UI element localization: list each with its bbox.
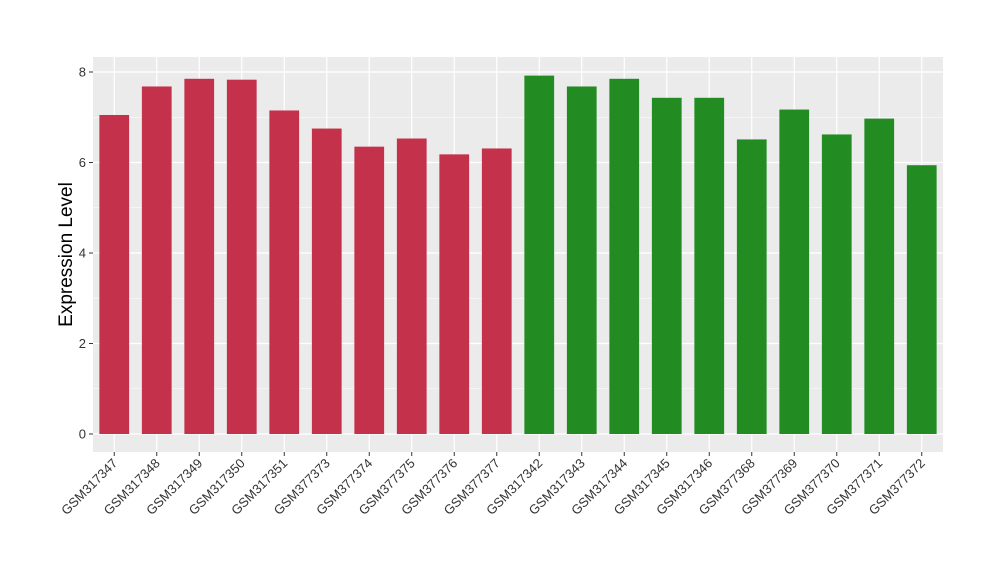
- bar-GSM377372: [906, 165, 937, 434]
- bar-GSM377370: [821, 134, 852, 434]
- y-tick-label: 8: [79, 65, 86, 80]
- y-tick-label: 6: [79, 155, 86, 170]
- bar-GSM317345: [651, 97, 682, 434]
- bar-GSM377371: [864, 118, 895, 435]
- bar-GSM317347: [99, 114, 130, 435]
- y-tick-label: 4: [79, 246, 86, 261]
- bar-GSM317350: [226, 79, 257, 434]
- bar-GSM377374: [354, 146, 385, 434]
- y-axis: 0 2 4 6 8: [79, 65, 93, 442]
- bar-GSM317344: [609, 78, 640, 434]
- bar-GSM317349: [184, 78, 215, 434]
- y-axis-title: Expression Level: [56, 182, 77, 327]
- bar-GSM377376: [439, 154, 470, 435]
- bar-GSM317342: [524, 75, 555, 435]
- bar-GSM317348: [141, 86, 172, 434]
- bars: [99, 75, 937, 435]
- y-tick-label: 0: [79, 427, 86, 442]
- bar-GSM377375: [396, 138, 427, 434]
- bar-GSM317343: [566, 86, 597, 434]
- x-axis: GSM317347GSM317348GSM317349GSM317350GSM3…: [58, 452, 928, 518]
- y-tick-label: 2: [79, 336, 86, 351]
- bar-GSM377373: [311, 128, 342, 434]
- bar-GSM377377: [481, 148, 512, 434]
- bar-GSM377369: [779, 109, 810, 435]
- bar-GSM317351: [269, 110, 300, 435]
- bar-GSM317346: [694, 97, 725, 434]
- bar-GSM377368: [736, 139, 767, 435]
- plot-panel: [93, 57, 943, 452]
